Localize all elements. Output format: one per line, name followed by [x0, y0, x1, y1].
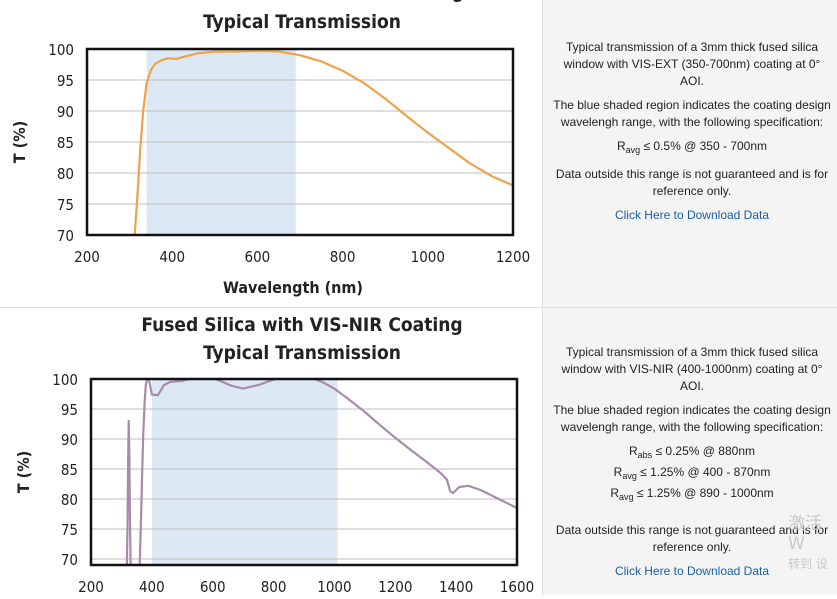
spec-subscript: avg — [618, 492, 634, 502]
spec-line: Ravg ≤ 1.25% @ 890 - 1000nm — [553, 485, 831, 506]
y-tick-label: 75 — [61, 521, 78, 539]
disclaimer-text: Data outside this range is not guarantee… — [555, 523, 829, 554]
x-tick-label: 400 — [159, 248, 185, 266]
watermark-line-2: 转到 设 — [788, 557, 828, 571]
y-tick-label: 85 — [57, 134, 74, 152]
x-tick-label: 600 — [245, 248, 271, 266]
watermark-line-1: 激活 W — [788, 514, 822, 554]
info-panel-vis-ext: Typical transmission of a 3mm thick fuse… — [542, 0, 837, 307]
y-tick-label: 100 — [48, 41, 74, 59]
spec-symbol: R — [628, 444, 638, 458]
x-tick-label: 1000 — [317, 578, 351, 595]
spec-symbol: R — [616, 139, 626, 153]
activation-watermark: 激活 W 转到 设 — [788, 514, 837, 574]
spec-subscript: abs — [637, 450, 653, 460]
x-tick-label: 400 — [139, 578, 165, 595]
transmission-series-line — [133, 49, 513, 235]
plot-frame — [85, 47, 515, 237]
y-tick-label: 95 — [57, 72, 74, 90]
download-data-link[interactable]: Click Here to Download Data — [614, 208, 770, 222]
x-tick-label: 1000 — [411, 248, 445, 266]
x-tick-label: 200 — [78, 578, 104, 595]
x-tick-label: 600 — [200, 578, 226, 595]
x-tick-label: 1600 — [500, 578, 534, 595]
chart-subtitle: Typical Transmission — [203, 11, 401, 33]
spec-list: Ravg ≤ 0.5% @ 350 - 700nm — [553, 138, 831, 159]
info-panel-vis-nir: Typical transmission of a 3mm thick fuse… — [542, 308, 837, 595]
spec-symbol: R — [610, 486, 619, 500]
spec-line: Rabs ≤ 0.25% @ 880nm — [553, 443, 831, 464]
description-block-vis-nir: Typical transmission of a 3mm thick fuse… — [553, 344, 831, 587]
x-tick-label: 800 — [261, 578, 287, 595]
chart-vis-ext: Fused Silica with VIS-EXT Coating Typical… — [10, 0, 530, 297]
y-tick-label: 70 — [57, 227, 74, 245]
disclaimer-text: Data outside this range is not guarantee… — [555, 167, 829, 198]
spec-value: ≤ 0.25% @ 880nm — [652, 444, 756, 458]
spec-value: ≤ 1.25% @ 890 - 1000nm — [633, 486, 774, 500]
description-text: Typical transmission of a 3mm thick fuse… — [561, 345, 823, 393]
y-tick-label: 75 — [57, 196, 74, 214]
x-tick-label: 200 — [74, 248, 100, 266]
chart-subtitle: Typical Transmission — [203, 342, 401, 364]
coating-design-range — [151, 379, 338, 565]
y-axis-label: T (%) — [14, 451, 33, 493]
spec-line: Ravg ≤ 1.25% @ 400 - 870nm — [553, 464, 831, 485]
y-tick-label: 90 — [57, 103, 74, 121]
y-tick-label: 90 — [61, 431, 78, 449]
y-tick-label: 85 — [61, 461, 78, 479]
chart-title: Fused Silica with VIS-EXT Coating — [140, 0, 464, 3]
chart-vis-nir: Fused Silica with VIS-NIR Coating Typical… — [14, 314, 534, 596]
y-tick-label: 70 — [61, 551, 78, 569]
spec-value: ≤ 0.5% @ 350 - 700nm — [640, 139, 768, 153]
y-tick-label: 80 — [61, 491, 78, 509]
y-tick-label: 80 — [57, 165, 74, 183]
y-tick-label: 100 — [52, 371, 78, 389]
spec-subscript: avg — [622, 471, 637, 481]
transmission-series-line — [125, 379, 517, 565]
y-tick-label: 95 — [61, 401, 78, 419]
description-text: Typical transmission of a 3mm thick fuse… — [563, 40, 821, 88]
chart-panel-vis-nir: Fused Silica with VIS-NIR Coating Typical… — [0, 308, 542, 596]
spec-subscript: avg — [625, 145, 641, 155]
x-axis-label: Wavelength (nm) — [223, 278, 363, 297]
download-data-link[interactable]: Click Here to Download Data — [614, 564, 770, 578]
spec-line: Ravg ≤ 0.5% @ 350 - 700nm — [553, 138, 831, 159]
x-tick-label: 1200 — [496, 248, 530, 266]
x-tick-label: 1400 — [439, 578, 473, 595]
x-tick-label: 800 — [330, 248, 356, 266]
spec-value: ≤ 1.25% @ 400 - 870nm — [636, 465, 771, 479]
shaded-region-note: The blue shaded region indicates the coa… — [553, 403, 831, 434]
y-axis-label: T (%) — [10, 121, 29, 163]
spec-symbol: R — [613, 465, 623, 479]
plot-frame — [89, 377, 519, 567]
row-divider — [0, 307, 837, 308]
shaded-region-note: The blue shaded region indicates the coa… — [553, 98, 831, 129]
x-tick-label: 1200 — [378, 578, 412, 595]
description-block-vis-ext: Typical transmission of a 3mm thick fuse… — [553, 39, 831, 231]
chart-panel-vis-ext: Fused Silica with VIS-EXT Coating Typical… — [0, 0, 542, 307]
spec-list: Rabs ≤ 0.25% @ 880nm Ravg ≤ 1.25% @ 400 -… — [553, 443, 831, 506]
chart-title: Fused Silica with VIS-NIR Coating — [141, 314, 462, 336]
